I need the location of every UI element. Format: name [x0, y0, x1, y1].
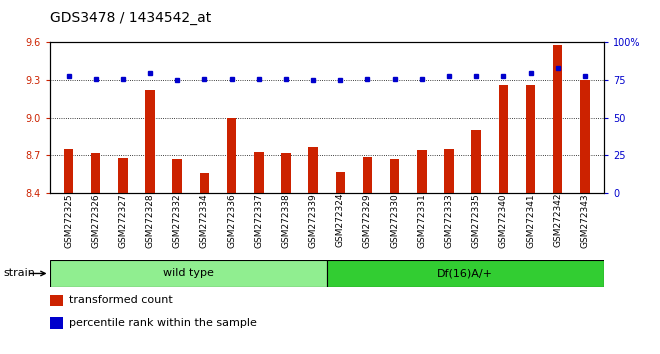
Bar	[390, 159, 399, 354]
Text: GSM272327: GSM272327	[118, 193, 127, 247]
Text: GSM272341: GSM272341	[526, 193, 535, 247]
Text: GSM272340: GSM272340	[499, 193, 508, 247]
Text: GSM272337: GSM272337	[254, 193, 263, 248]
Bar	[227, 118, 236, 354]
Bar	[363, 156, 372, 354]
Bar	[444, 149, 454, 354]
Bar	[118, 158, 127, 354]
Text: GSM272329: GSM272329	[363, 193, 372, 247]
Text: GSM272343: GSM272343	[580, 193, 589, 247]
Text: GSM272338: GSM272338	[281, 193, 290, 248]
Text: GSM272336: GSM272336	[227, 193, 236, 248]
Bar	[526, 85, 535, 354]
Text: percentile rank within the sample: percentile rank within the sample	[69, 318, 257, 329]
Text: GSM272326: GSM272326	[91, 193, 100, 247]
Bar	[471, 130, 481, 354]
Text: GSM272328: GSM272328	[146, 193, 154, 247]
Bar	[498, 85, 508, 354]
Bar	[200, 173, 209, 354]
Bar	[281, 153, 290, 354]
Bar	[50, 295, 63, 307]
Bar	[50, 318, 63, 329]
Text: GSM272333: GSM272333	[444, 193, 453, 248]
Text: wild type: wild type	[162, 268, 214, 279]
Text: GSM272335: GSM272335	[472, 193, 480, 248]
Bar	[91, 153, 100, 354]
Text: Df(16)A/+: Df(16)A/+	[438, 268, 493, 279]
Text: GSM272331: GSM272331	[417, 193, 426, 248]
Text: GSM272325: GSM272325	[64, 193, 73, 247]
Text: GSM272334: GSM272334	[200, 193, 209, 247]
Bar	[172, 159, 182, 354]
Text: GSM272342: GSM272342	[553, 193, 562, 247]
Bar	[50, 260, 327, 287]
Bar	[553, 45, 562, 354]
Bar	[417, 150, 426, 354]
Text: strain: strain	[3, 268, 35, 279]
Text: GSM272339: GSM272339	[309, 193, 317, 248]
Bar	[327, 260, 604, 287]
Text: transformed count: transformed count	[69, 296, 173, 306]
Bar	[308, 147, 318, 354]
Text: GSM272332: GSM272332	[173, 193, 182, 247]
Bar	[580, 80, 589, 354]
Bar	[64, 149, 73, 354]
Text: GSM272324: GSM272324	[336, 193, 345, 247]
Bar	[254, 152, 263, 354]
Bar	[335, 172, 345, 354]
Text: GSM272330: GSM272330	[390, 193, 399, 248]
Text: GDS3478 / 1434542_at: GDS3478 / 1434542_at	[50, 11, 211, 25]
Bar	[145, 90, 155, 354]
